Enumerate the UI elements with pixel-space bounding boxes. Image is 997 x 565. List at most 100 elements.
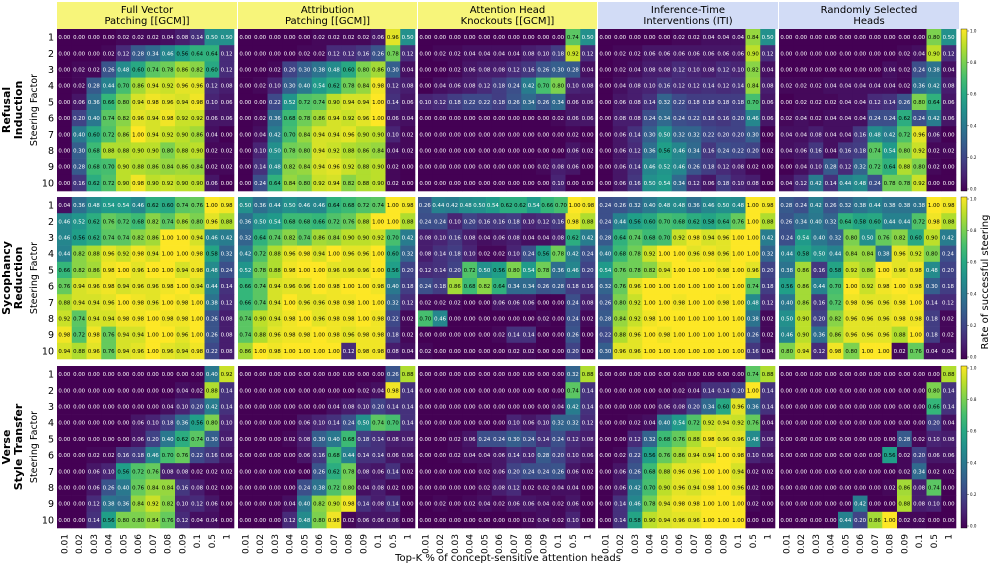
cell-label: 0.08 [810,132,823,138]
colorbar-tick-label: 0.0 [970,187,977,192]
cell-label: 0.00 [269,518,282,524]
cell-label: 0.48 [732,203,745,209]
heatmap-cell [297,213,313,230]
cell-label: 0.00 [523,388,536,394]
heatmap-cell [671,142,687,159]
cell-label: 0.18 [717,181,730,187]
heatmap-cell [462,158,478,176]
cell-label: 0.00 [810,502,823,508]
cell-label: 0.06 [717,51,730,57]
cell-label: 0.82 [284,236,296,242]
heatmap-cell [598,93,614,111]
heatmap-cell [160,278,176,295]
cell-label: 0.00 [523,132,536,138]
heatmap-cell [598,61,614,78]
cell-label: 0.86 [357,149,370,155]
cell-label: 0.96 [688,252,701,258]
cell-label: 0.00 [523,372,536,378]
cell-label: 0.36 [239,219,252,225]
cell-label: 0.18 [703,116,716,122]
cell-label: 0.06 [132,421,145,427]
cell-label: 0.84 [162,165,175,171]
cell-label: 0.12 [419,268,431,274]
heatmap-cell [219,77,235,95]
heatmap-cell [116,110,132,127]
heatmap-panel-0-3: 0.00 0.00 0.00 0.00 0.00 0.02 0.02 0.04 0.04 0.04… [598,29,776,192]
cell-label: 0.98 [162,284,175,290]
heatmap-cell [838,77,854,95]
cell-label: 0.08 [913,486,926,492]
heatmap-cell [580,45,596,62]
cell-label: 0.10 [732,68,745,74]
cell-label: 0.00 [810,453,823,459]
heatmap-cell [116,61,132,78]
cell-label: 0.10 [103,469,116,475]
heatmap-cell [838,93,854,111]
heatmap-cell [57,294,73,311]
cell-label: 0.00 [943,132,956,138]
cell-label: 0.18 [508,219,521,225]
heatmap-cell [86,126,102,143]
cell-label: 0.02 [898,84,910,90]
cell-label: 0.14 [357,453,370,459]
cell-label: 0.00 [913,372,926,378]
heatmap-cell [760,29,776,46]
heatmap-cell [745,29,761,46]
cell-label: 0.40 [328,437,341,443]
cell-label: 0.62 [898,116,910,122]
cell-label: 1.00 [928,203,941,209]
cell-label: 0.86 [898,486,911,492]
heatmap-cell [160,158,176,176]
cell-label: 1.00 [703,518,716,524]
cell-label: 0.00 [239,469,252,475]
cell-label: 0.00 [780,100,793,106]
heatmap-cell [701,126,717,143]
cell-label: 0.00 [869,502,882,508]
heatmap-cell [101,213,117,230]
x-tick-label: 0.5 [569,534,579,548]
cell-label: 0.06 [928,453,941,459]
heatmap-cell [897,45,913,62]
cell-label: 0.24 [869,116,882,122]
heatmap-cell [267,174,283,192]
cell-label: 0.26 [508,100,521,106]
cell-label: 1.00 [372,100,385,106]
heatmap-cell [447,142,463,159]
cell-label: 0.72 [254,252,266,258]
cell-label: 0.88 [402,219,415,225]
cell-label: 0.00 [795,502,808,508]
cell-label: 0.96 [343,333,356,339]
cell-label: 0.14 [523,333,536,339]
heatmap-cell [701,110,717,127]
y-axis-label: Steering Factor [29,411,40,483]
heatmap-cell [116,294,132,311]
cell-label: 0.00 [644,405,657,411]
cell-label: 0.96 [88,349,101,355]
heatmap-cell [701,45,717,62]
heatmap-cell [447,45,463,62]
x-tick-label: 0.01 [601,534,611,554]
cell-label: 0.00 [372,372,385,378]
cell-label: 0.00 [478,317,491,323]
heatmap-cell [779,77,795,95]
cell-label: 0.20 [372,405,385,411]
cell-label: 0.04 [762,421,775,427]
cell-label: 0.98 [132,300,145,306]
cell-label: 0.84 [132,502,145,508]
heatmap-cell [204,310,220,327]
heatmap-cell [730,126,746,143]
heatmap-cell [86,93,102,111]
cell-label: 1.00 [162,268,175,274]
cell-label: 0.98 [328,284,341,290]
cell-label: 0.14 [926,300,939,306]
cell-label: 0.12 [813,349,825,355]
cell-label: 0.08 [221,437,234,443]
heatmap-cell [550,93,566,111]
heatmap-cell [86,77,102,95]
heatmap-cell [477,45,493,62]
heatmap-cell [730,29,746,46]
cell-label: 0.00 [132,388,145,394]
cell-label: 0.06 [614,149,627,155]
heatmap-cell [86,158,102,176]
cell-label: 0.06 [206,181,219,187]
